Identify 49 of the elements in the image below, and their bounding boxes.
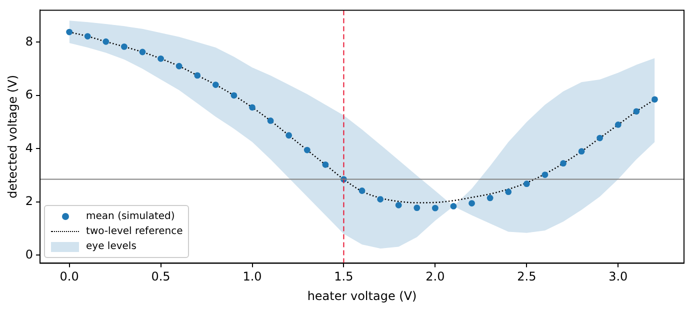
- point: [176, 62, 182, 70]
- point: [542, 172, 548, 178]
- point: [523, 180, 530, 188]
- x-tick-label: 0.5: [151, 270, 170, 284]
- point: [505, 188, 512, 196]
- x-tick-label: 1.5: [334, 270, 354, 284]
- point: [194, 72, 201, 79]
- point: [414, 204, 420, 212]
- y-tick-label: 4: [25, 140, 34, 155]
- y-axis-title: detected voltage (V): [5, 74, 20, 198]
- y-tick-label: 8: [25, 34, 34, 48]
- y-tick-label: 0: [25, 247, 34, 262]
- point: [395, 202, 402, 208]
- point: [358, 188, 366, 194]
- point: [468, 200, 475, 206]
- y-tick-label: 6: [25, 88, 34, 102]
- legend-label: eye levels: [86, 240, 136, 254]
- point: [212, 82, 219, 88]
- point: [560, 160, 566, 167]
- point: [633, 108, 640, 115]
- point: [377, 196, 384, 202]
- point: [120, 43, 128, 50]
- point: [578, 148, 585, 155]
- point: [249, 104, 256, 111]
- x-tick-label: 0.0: [60, 270, 79, 284]
- x-axis-title: heater voltage (V): [307, 288, 417, 303]
- point: [84, 33, 91, 40]
- point: [267, 118, 274, 124]
- x-tick-label: 3.0: [608, 270, 628, 284]
- legend-label: mean (simulated): [86, 210, 175, 224]
- point: [304, 146, 310, 154]
- point: [286, 132, 292, 139]
- point: [66, 28, 73, 36]
- x-tick-label: 1.0: [242, 270, 262, 284]
- point: [652, 96, 658, 103]
- point: [158, 55, 164, 62]
- legend-label: two-level reference: [86, 225, 183, 240]
- x-tick-label: 2.0: [426, 270, 445, 284]
- point: [596, 134, 604, 142]
- point: [102, 38, 110, 45]
- point: [432, 204, 438, 212]
- point: [450, 203, 457, 210]
- point: [139, 48, 146, 56]
- x-tick-label: 2.5: [517, 270, 536, 284]
- point: [614, 122, 622, 128]
- point: [230, 92, 238, 99]
- point: [322, 161, 329, 168]
- y-tick-label: 2: [25, 194, 34, 208]
- point: [486, 194, 494, 202]
